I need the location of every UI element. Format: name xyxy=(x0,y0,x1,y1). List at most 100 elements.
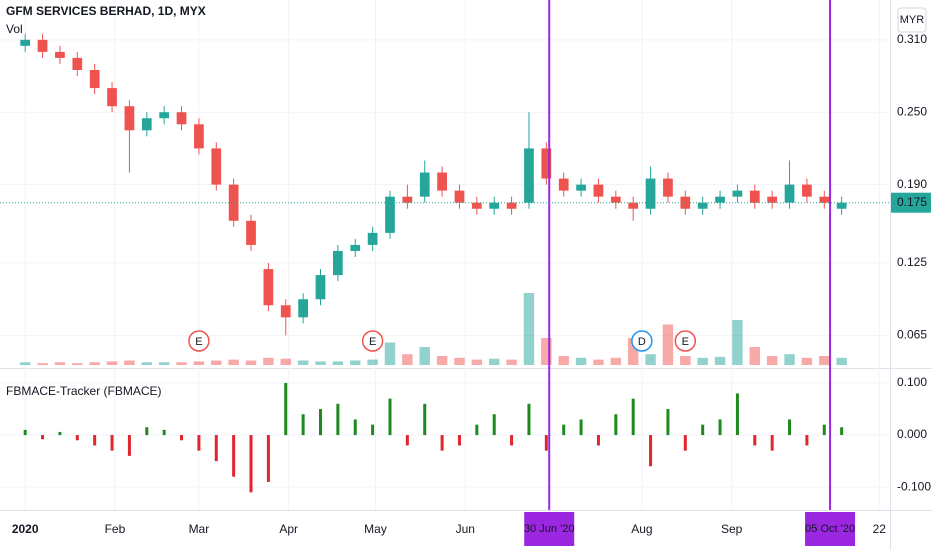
candle-body xyxy=(610,196,621,203)
y-tick-label: 0.065 xyxy=(897,328,927,342)
indicator-bar xyxy=(666,409,670,436)
volume-bar xyxy=(784,354,795,365)
candle-body xyxy=(367,232,378,245)
volume-bar xyxy=(280,358,291,365)
candle-body xyxy=(55,51,65,58)
indicator-bar xyxy=(735,393,739,436)
x-tick-label: Sep xyxy=(721,522,743,536)
indicator-bar xyxy=(41,435,45,440)
volume-bar xyxy=(350,360,361,365)
volume-bar xyxy=(436,356,448,365)
candle-body xyxy=(784,184,795,203)
volume-bar xyxy=(402,354,413,365)
x-tick-label: 22 xyxy=(873,522,887,536)
candle-body xyxy=(315,275,326,300)
candle-body xyxy=(732,190,743,197)
volume-bar xyxy=(106,361,118,365)
volume-bar xyxy=(523,293,535,365)
volume-bar xyxy=(627,338,639,365)
y-tick-label: 0.250 xyxy=(897,104,927,118)
candle-body xyxy=(471,202,482,209)
indicator-bar xyxy=(753,435,757,446)
candle-body xyxy=(489,202,500,209)
volume-bar xyxy=(819,356,830,365)
indicator-bar xyxy=(214,435,218,462)
indicator-bar xyxy=(579,419,583,436)
candle-body xyxy=(576,184,586,191)
indicator-bar xyxy=(596,435,600,446)
indicator-bar xyxy=(405,435,409,446)
volume-bar xyxy=(263,357,274,365)
indicator-bar xyxy=(614,414,618,436)
candle-body xyxy=(280,305,291,318)
x-tick-label: 05 Oct '20 xyxy=(805,523,855,535)
volume-bar xyxy=(419,347,430,365)
candle-body xyxy=(72,57,83,70)
indicator-bar xyxy=(371,424,375,436)
candle-body xyxy=(385,196,395,233)
candle-body xyxy=(228,184,239,221)
candle-body xyxy=(194,124,204,149)
currency-label[interactable]: MYR xyxy=(900,14,925,26)
x-tick-label: Apr xyxy=(279,522,298,536)
volume-bar xyxy=(471,359,483,365)
volume-bar xyxy=(297,360,309,365)
indicator-bar xyxy=(510,435,514,446)
candle-body xyxy=(141,118,152,131)
candle-body xyxy=(124,106,135,131)
volume-bar xyxy=(19,362,31,365)
highlight-label-bg xyxy=(805,512,856,546)
indicator-bar xyxy=(457,435,461,446)
indicator-bar xyxy=(701,424,705,436)
volume-label: Vol xyxy=(6,22,23,36)
indicator-bar xyxy=(770,435,774,451)
volume-bar xyxy=(714,356,726,365)
chart-title: GFM SERVICES BERHAD, 1D, MYX xyxy=(6,4,206,18)
candle-body xyxy=(89,69,100,89)
indicator-bar xyxy=(93,435,97,446)
volume-bar xyxy=(836,357,847,365)
volume-bar xyxy=(158,362,170,365)
volume-bar xyxy=(332,361,344,365)
indicator-bar xyxy=(180,435,184,441)
volume-bar xyxy=(610,357,622,365)
volume-bar xyxy=(575,357,587,365)
candle-body xyxy=(593,184,604,197)
candle-body xyxy=(836,202,847,209)
volume-bar xyxy=(54,362,66,365)
candle-body xyxy=(697,202,708,209)
indicator-bar xyxy=(683,435,687,451)
indicator-bar xyxy=(805,435,809,446)
volume-bar xyxy=(454,357,465,365)
indicator-bar xyxy=(266,435,270,482)
x-tick-label: Jun xyxy=(456,522,475,536)
candle-body xyxy=(802,184,812,197)
candle-body xyxy=(211,148,222,185)
candle-body xyxy=(663,178,673,197)
volume-bar xyxy=(489,358,500,365)
indicator-bar xyxy=(162,429,166,436)
candle-body xyxy=(680,196,691,209)
candle-body xyxy=(454,190,465,203)
volume-bar xyxy=(749,347,761,365)
volume-bar xyxy=(593,359,604,365)
candle-body xyxy=(541,148,552,179)
candle-body xyxy=(767,196,778,203)
indicator-bar xyxy=(527,403,531,436)
volume-bar xyxy=(72,363,83,365)
volume-bar xyxy=(801,357,813,365)
candle-body xyxy=(628,202,639,209)
indicator-bar xyxy=(301,414,305,436)
y-tick-label: 0.100 xyxy=(897,375,927,389)
indicator-bar xyxy=(544,435,548,451)
volume-bar xyxy=(245,360,257,365)
y-tick-label: 0.000 xyxy=(897,427,927,441)
candle-body xyxy=(506,202,517,209)
candle-body xyxy=(37,39,48,52)
volume-bar xyxy=(89,362,100,365)
event-marker xyxy=(674,330,697,352)
indicator-bar xyxy=(649,435,653,467)
candle-body xyxy=(298,299,308,318)
currency-button[interactable] xyxy=(897,7,927,33)
